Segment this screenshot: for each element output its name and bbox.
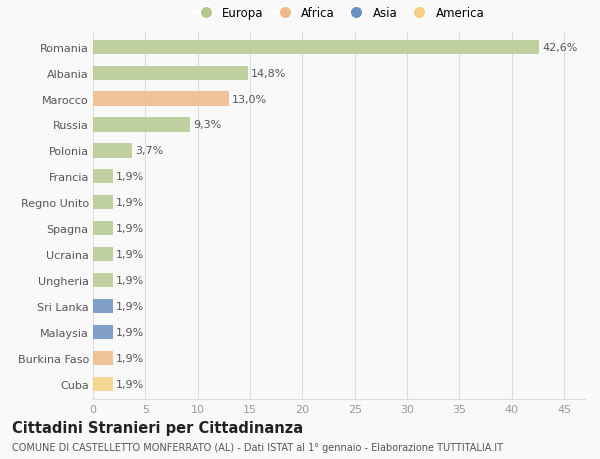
Text: 1,9%: 1,9% <box>116 198 144 208</box>
Text: Cittadini Stranieri per Cittadinanza: Cittadini Stranieri per Cittadinanza <box>12 420 303 435</box>
Bar <box>93 325 113 339</box>
Bar <box>93 40 539 55</box>
Text: 14,8%: 14,8% <box>251 68 286 78</box>
Bar <box>93 247 113 262</box>
Text: 1,9%: 1,9% <box>116 224 144 234</box>
Bar <box>93 196 113 210</box>
Text: 1,9%: 1,9% <box>116 172 144 182</box>
Text: 1,9%: 1,9% <box>116 275 144 285</box>
Text: 13,0%: 13,0% <box>232 95 268 104</box>
Text: 1,9%: 1,9% <box>116 327 144 337</box>
Bar <box>93 299 113 313</box>
Text: 1,9%: 1,9% <box>116 301 144 311</box>
Bar <box>93 144 132 158</box>
Bar <box>93 67 248 81</box>
Text: 42,6%: 42,6% <box>542 43 577 53</box>
Text: 1,9%: 1,9% <box>116 250 144 259</box>
Bar <box>93 351 113 365</box>
Text: 1,9%: 1,9% <box>116 379 144 389</box>
Bar <box>93 170 113 184</box>
Bar <box>93 377 113 391</box>
Bar <box>93 222 113 236</box>
Legend: Europa, Africa, Asia, America: Europa, Africa, Asia, America <box>191 5 487 22</box>
Bar <box>93 273 113 287</box>
Text: 9,3%: 9,3% <box>193 120 222 130</box>
Text: COMUNE DI CASTELLETTO MONFERRATO (AL) - Dati ISTAT al 1° gennaio - Elaborazione : COMUNE DI CASTELLETTO MONFERRATO (AL) - … <box>12 442 503 452</box>
Bar <box>93 92 229 106</box>
Text: 3,7%: 3,7% <box>135 146 163 156</box>
Text: 1,9%: 1,9% <box>116 353 144 363</box>
Bar <box>93 118 190 132</box>
